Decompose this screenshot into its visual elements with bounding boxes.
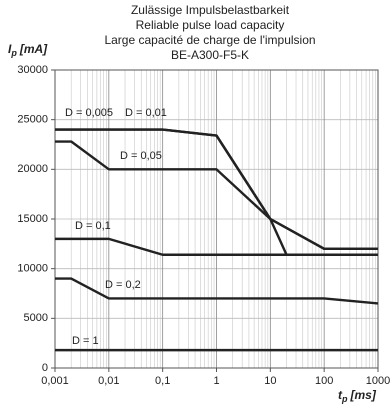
plot-frame	[54, 69, 379, 369]
y-tick-label: 0	[42, 362, 48, 374]
y-tick-label: 20000	[17, 163, 48, 175]
y-tick-label: 25000	[17, 114, 48, 126]
y-tick-label: 15000	[17, 213, 48, 225]
x-label-subscript: p	[341, 394, 348, 404]
chart-title: Reliable pulse load capacity	[136, 18, 285, 32]
series-label: D = 0,1	[75, 220, 111, 232]
series-line	[55, 128, 378, 251]
y-tick-label: 10000	[17, 263, 48, 275]
x-label-symbol: t	[338, 388, 343, 402]
x-tick-label: 100	[315, 375, 333, 387]
series-label: D = 0,01	[125, 107, 167, 119]
x-tick-label: 10	[264, 375, 276, 387]
y-label-unit: [mA]	[19, 42, 48, 56]
chart-title: Large capacité de charge de l'impulsion	[104, 33, 315, 47]
y-label-subscript: p	[10, 48, 17, 58]
x-tick-label: 0,01	[98, 375, 119, 387]
series-label: D = 0,2	[105, 279, 141, 291]
x-tick-label: 1000	[366, 375, 390, 387]
series-line	[55, 277, 379, 305]
x-tick-label: 0,1	[155, 375, 170, 387]
y-tick-label: 30000	[17, 64, 48, 76]
chart-title: BE-A300-F5-K	[171, 48, 249, 62]
x-label-unit: [ms]	[350, 388, 377, 402]
y-tick-label: 5000	[24, 312, 48, 324]
y-label-symbol: I	[8, 42, 12, 56]
series-line	[55, 140, 288, 256]
chart-title: Zulässige Impulsbelastbarkeit	[131, 3, 290, 17]
series-label: D = 0,005	[65, 107, 113, 119]
y-axis-label: Ip [mA]	[8, 42, 48, 58]
x-axis-label: tp [ms]	[338, 388, 377, 404]
x-tick-label: 1	[213, 375, 219, 387]
series-line	[55, 237, 378, 256]
series-label: D = 0,05	[120, 150, 162, 162]
x-tick-label: 0,001	[41, 375, 69, 387]
series-label: D = 1	[72, 335, 99, 347]
